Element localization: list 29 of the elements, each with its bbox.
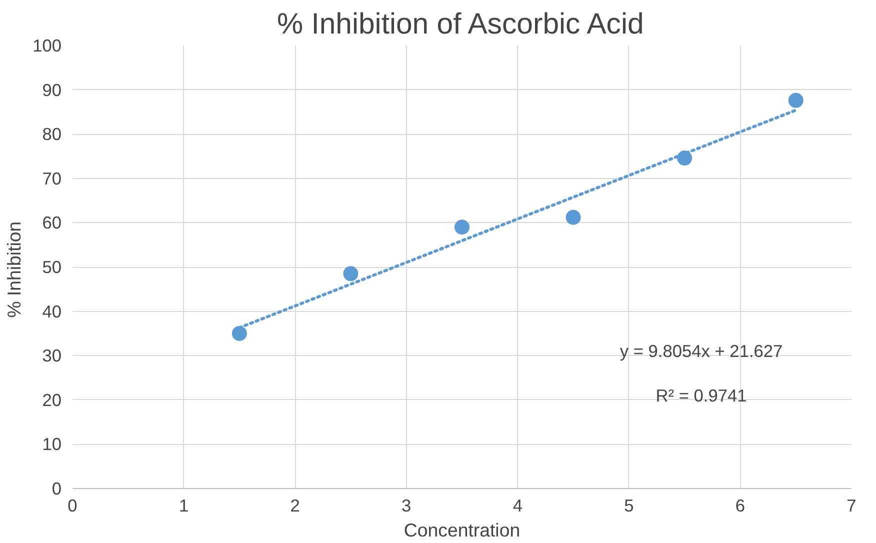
point bbox=[454, 220, 470, 235]
annotation: y = 9.8054x + 21.627 bbox=[620, 341, 783, 362]
y-tick-label: 0 bbox=[52, 478, 62, 498]
x-tick-label: 6 bbox=[735, 496, 746, 516]
y-tick-label: 40 bbox=[42, 301, 62, 322]
chart-title: % Inhibition of Ascorbic Acid bbox=[276, 8, 644, 40]
y-tick-label: 30 bbox=[42, 346, 62, 366]
point bbox=[232, 326, 247, 341]
annotation: R² = 0.9741 bbox=[656, 385, 747, 406]
x-tick-label: 2 bbox=[290, 496, 300, 516]
y-tick-label: 50 bbox=[42, 257, 62, 277]
x-tick-label: 5 bbox=[624, 496, 634, 516]
x-axis-title: Concentration bbox=[404, 520, 520, 540]
x-tick-label: 4 bbox=[512, 496, 523, 516]
y-tick-label: 60 bbox=[42, 212, 62, 233]
x-tick-label: 3 bbox=[402, 496, 412, 516]
point bbox=[343, 266, 358, 282]
y-axis-title: % Inhibition bbox=[4, 221, 25, 318]
point bbox=[788, 92, 804, 108]
point bbox=[566, 210, 581, 225]
x-tick-label: 7 bbox=[846, 496, 856, 516]
y-tick-label: 100 bbox=[32, 36, 62, 56]
x-tick-label: 0 bbox=[68, 496, 78, 516]
y-tick-label: 10 bbox=[42, 434, 62, 454]
y-tick-label: 80 bbox=[42, 124, 62, 144]
y-tick-label: 70 bbox=[42, 168, 62, 188]
x-tick-label: 1 bbox=[178, 496, 189, 516]
y-tick-label: 90 bbox=[42, 80, 62, 100]
y-tick-label: 20 bbox=[42, 390, 62, 410]
